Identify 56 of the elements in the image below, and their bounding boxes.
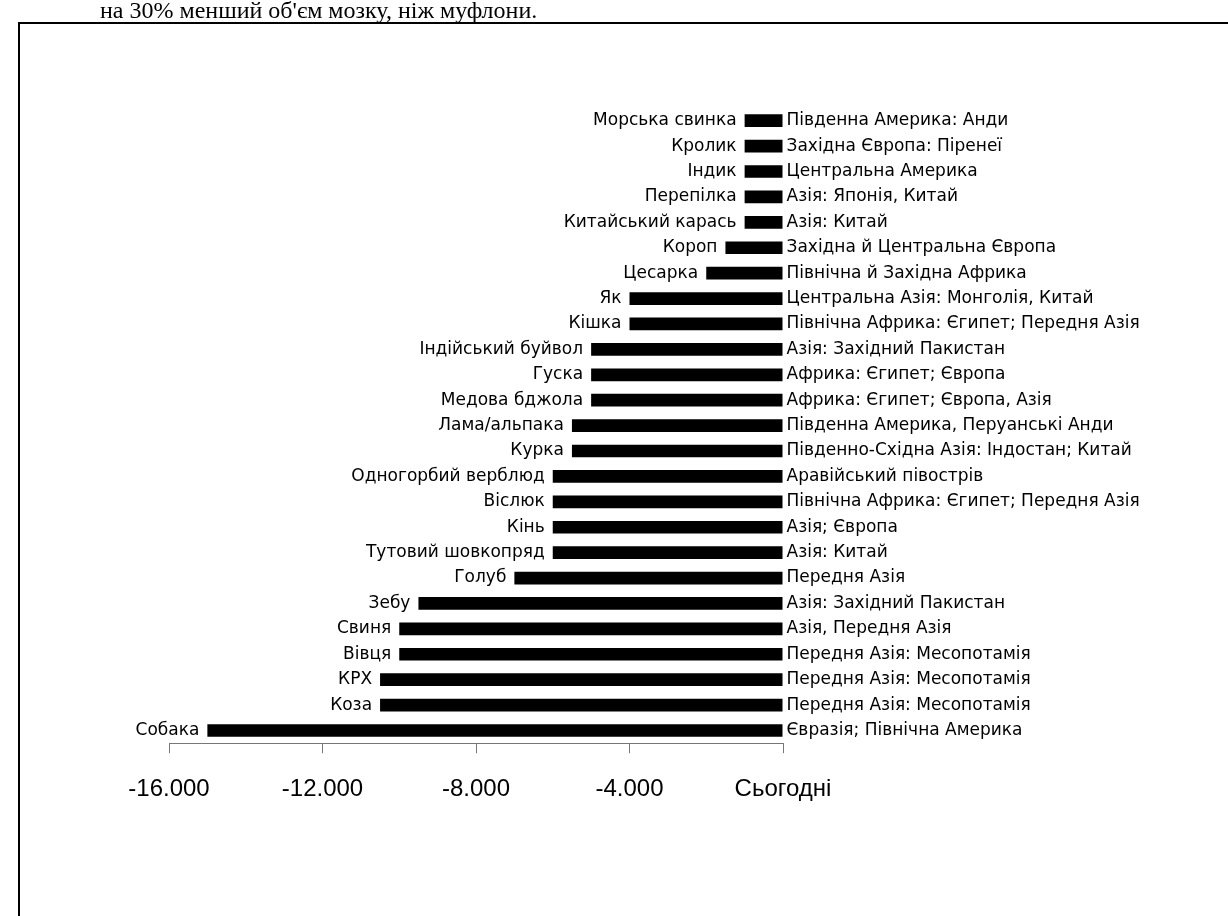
y-tick-label: Вівця: [343, 642, 392, 663]
y-tick-label: Морська свинка: [593, 109, 737, 130]
y-tick-label: Кролик: [671, 134, 737, 155]
data-label: Азія: Японія, Китай: [786, 185, 958, 206]
y-tick-label: Як: [599, 286, 622, 307]
y-tick-label: Індійський буйвол: [419, 337, 584, 358]
y-tick-label: Собака: [135, 718, 200, 739]
y-tick-label: Голуб: [454, 566, 507, 587]
data-label: Південно-Східна Азія: Індостан; Китай: [786, 439, 1132, 460]
y-tick-label: Тутовий шовкопряд: [364, 541, 545, 562]
data-label: Азія; Європа: [786, 515, 898, 536]
y-tick-label: КРХ: [338, 668, 373, 689]
data-label: Передня Азія: Месопотамія: [786, 668, 1031, 689]
data-label: Передня Азія: [786, 566, 906, 587]
y-tick-label: Курка: [510, 439, 564, 460]
x-tick-label: -4.000: [595, 774, 664, 802]
y-tick-label: Лама/альпака: [438, 414, 564, 435]
data-label: Азія: Західний Пакистан: [786, 591, 1006, 612]
data-label: Центральна Азія: Монголія, Китай: [786, 286, 1094, 307]
x-tick-label: -8.000: [441, 774, 511, 802]
data-label: Передня Азія: Месопотамія: [786, 642, 1031, 663]
y-tick-label: Короп: [662, 236, 718, 257]
data-label: Африка: Єгипет; Європа, Азія: [786, 388, 1052, 409]
y-tick-label: Індик: [687, 159, 737, 180]
data-label: Євразія; Північна Америка: [786, 718, 1023, 739]
x-tick-label: -12.000: [281, 774, 364, 802]
data-label: Азія: Китай: [786, 210, 888, 231]
data-label: Азія: Китай: [786, 541, 888, 562]
data-label: Азія, Передня Азія: [786, 617, 952, 638]
data-label: Північна Африка: Єгипет; Передня Азія: [786, 490, 1140, 511]
data-label: Південна Америка: Анди: [786, 109, 1009, 130]
data-label: Північна Африка: Єгипет; Передня Азія: [786, 312, 1140, 333]
y-tick-label: Цесарка: [623, 261, 699, 282]
data-label: Африка: Єгипет; Європа: [786, 363, 1006, 384]
data-label: Західна й Центральна Європа: [786, 236, 1057, 257]
y-tick-label: Віслюк: [483, 490, 545, 511]
y-tick-label: Медова бджола: [440, 388, 584, 409]
y-tick-label: Зебу: [368, 591, 411, 612]
x-tick-label: Сьогодні: [734, 774, 832, 802]
y-tick-label: Свиня: [336, 617, 392, 638]
data-label: Західна Європа: Піренеї: [786, 134, 1003, 155]
y-tick-label: Китайський карась: [563, 210, 737, 231]
text: на 30% менший об'єм мозку, ніж муфлони.: [100, 0, 538, 23]
data-label: Північна й Західна Африка: [786, 261, 1027, 282]
y-tick-label: Коза: [330, 693, 373, 714]
y-tick-label: Кішка: [568, 312, 622, 333]
data-label: Аравійський півострів: [786, 464, 984, 485]
data-label: Центральна Америка: [786, 159, 978, 180]
data-label: Азія: Західний Пакистан: [786, 337, 1006, 358]
y-tick-label: Перепілка: [644, 185, 737, 206]
data-label: Південна Америка, Перуанські Анди: [786, 414, 1114, 435]
y-tick-label: Гуска: [532, 363, 584, 384]
x-tick-label: -16.000: [128, 774, 210, 802]
y-tick-label: Кінь: [506, 515, 545, 536]
y-tick-label: Одногорбий верблюд: [351, 464, 545, 485]
data-label: Передня Азія: Месопотамія: [786, 693, 1031, 714]
